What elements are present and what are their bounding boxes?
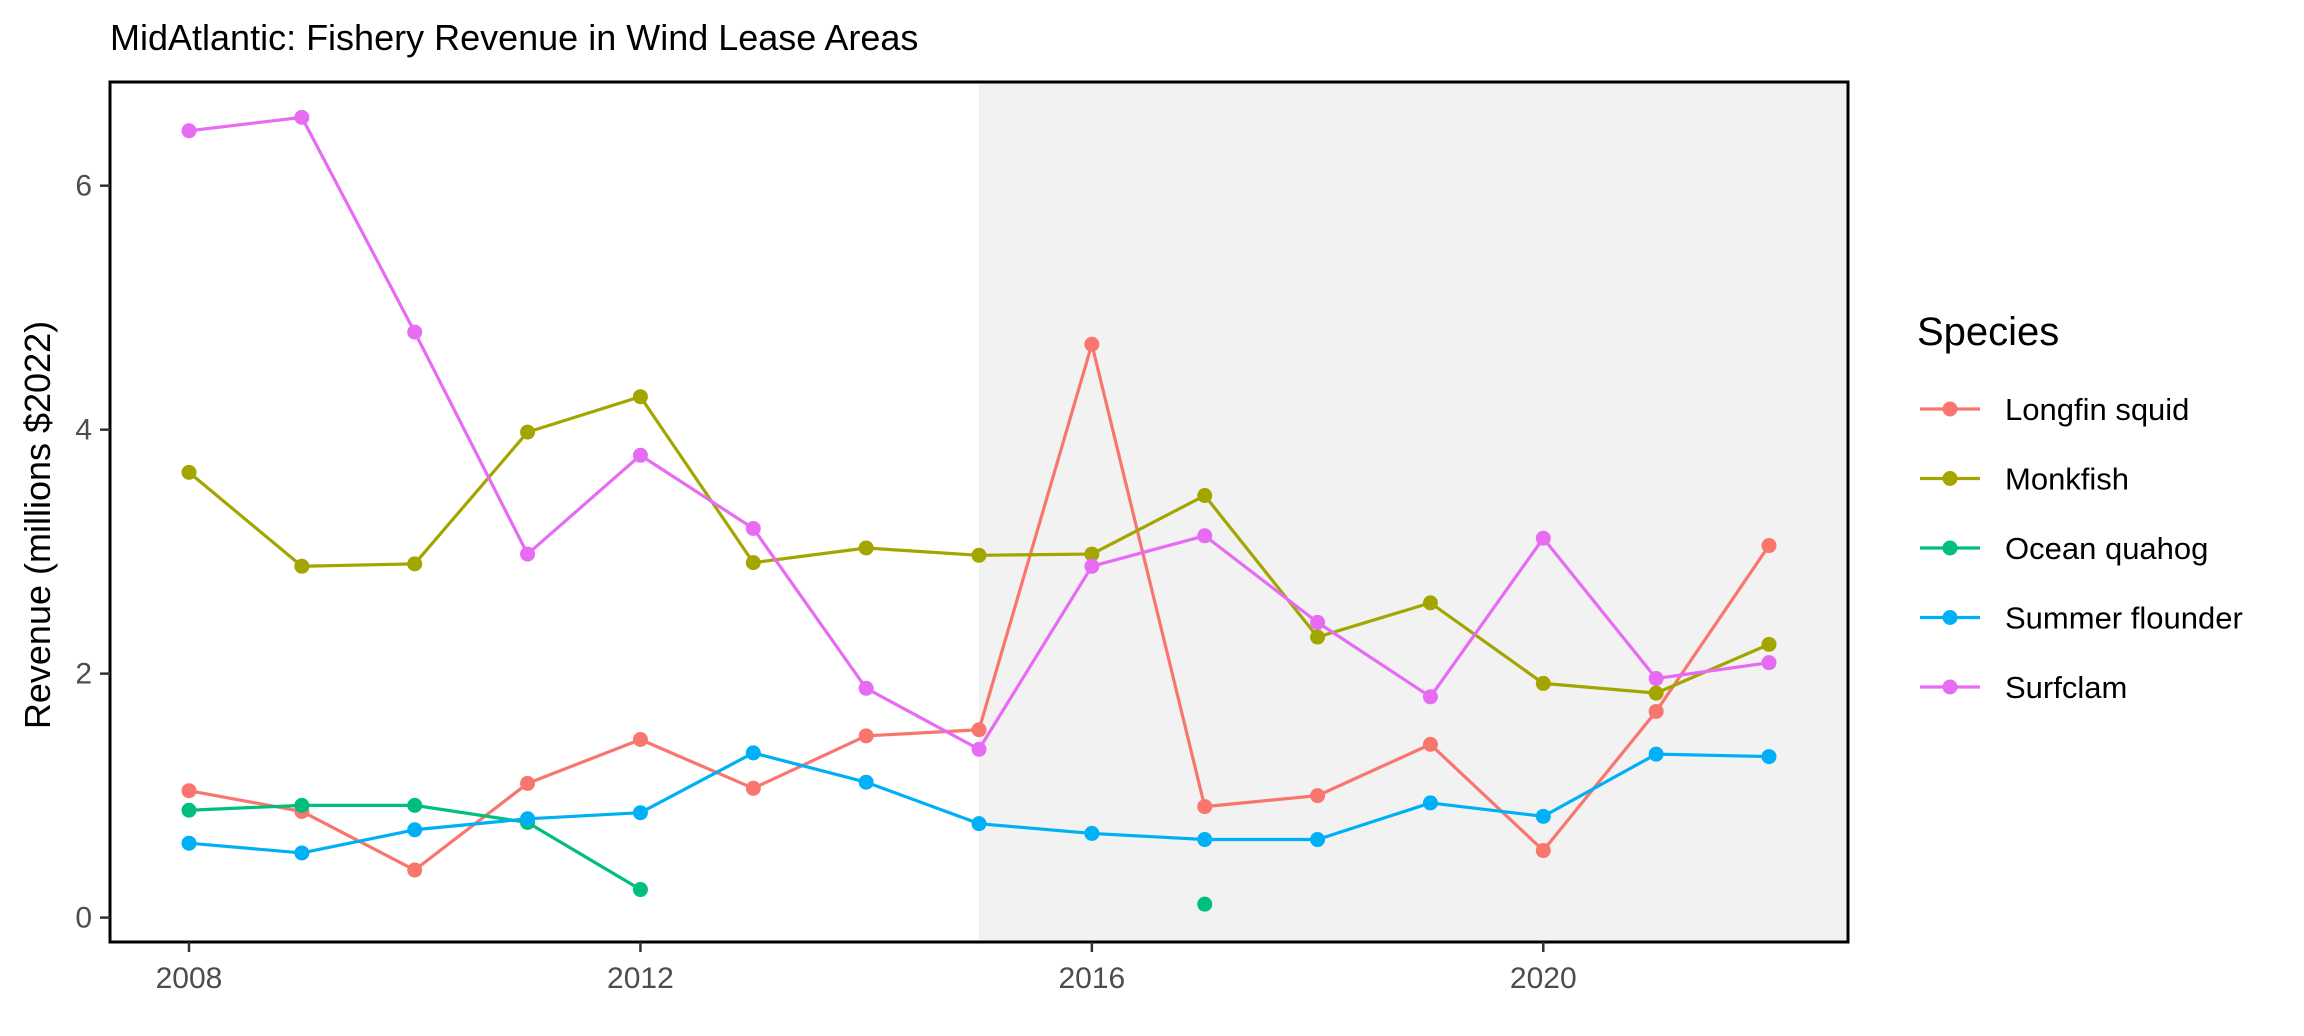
legend: Longfin squid Monkfish Ocean quahog Summer … <box>1920 392 2243 705</box>
y-tick-label-2: 2 <box>75 658 92 691</box>
y-tick-label-6: 6 <box>75 170 92 203</box>
data-point-monkfish-2012 <box>632 389 648 405</box>
data-point-longfin-squid-2010 <box>407 862 423 878</box>
data-point-summer-flounder-2013 <box>745 745 761 761</box>
data-point-surfclam-2008 <box>181 123 197 139</box>
data-point-summer-flounder-2020 <box>1535 808 1551 824</box>
data-point-summer-flounder-2009 <box>294 845 310 861</box>
data-point-summer-flounder-2021 <box>1648 746 1664 762</box>
data-point-summer-flounder-2018 <box>1310 832 1326 848</box>
data-point-monkfish-2010 <box>407 556 423 572</box>
data-point-longfin-squid-2021 <box>1648 703 1664 719</box>
legend-key-monkfish <box>1942 471 1958 486</box>
data-point-surfclam-2010 <box>407 324 423 340</box>
data-point-longfin-squid-2008 <box>181 783 197 799</box>
panel-border <box>108 80 1850 944</box>
data-point-summer-flounder-2010 <box>407 822 423 838</box>
data-point-summer-flounder-2008 <box>181 835 197 851</box>
data-point-surfclam-2019 <box>1422 689 1438 705</box>
x-tick-label-2016: 2016 <box>1058 962 1125 995</box>
data-point-summer-flounder-2011 <box>520 811 536 827</box>
data-point-summer-flounder-2022 <box>1761 749 1777 765</box>
legend-key-longfin-squid <box>1942 401 1958 417</box>
y-tick-label-0: 0 <box>75 902 92 935</box>
data-point-monkfish-2020 <box>1535 675 1551 691</box>
data-point-ocean-quahog-2010 <box>407 797 423 813</box>
data-point-surfclam-2021 <box>1648 671 1664 687</box>
data-point-summer-flounder-2017 <box>1197 832 1213 848</box>
data-point-longfin-squid-2020 <box>1535 843 1551 859</box>
data-point-surfclam-2020 <box>1535 530 1551 546</box>
data-point-longfin-squid-2012 <box>632 732 648 748</box>
data-point-monkfish-2016 <box>1084 546 1100 562</box>
shaded-region <box>979 82 1848 942</box>
data-point-longfin-squid-2015 <box>971 722 987 738</box>
data-point-ocean-quahog-2012 <box>632 882 648 898</box>
data-point-summer-flounder-2016 <box>1084 825 1100 841</box>
data-point-monkfish-2022 <box>1761 636 1777 652</box>
data-point-longfin-squid-2011 <box>520 775 536 791</box>
data-point-monkfish-2011 <box>520 424 536 440</box>
data-point-monkfish-2017 <box>1197 488 1213 504</box>
data-point-monkfish-2015 <box>971 547 987 563</box>
data-point-ocean-quahog-2008 <box>181 802 197 818</box>
data-point-monkfish-2013 <box>745 555 761 571</box>
data-point-longfin-squid-2017 <box>1197 799 1213 815</box>
data-point-longfin-squid-2013 <box>745 780 761 796</box>
legend-label-monkfish: Monkfish <box>2005 462 2129 497</box>
data-point-summer-flounder-2019 <box>1422 795 1438 811</box>
legend-key-ocean-quahog <box>1942 540 1958 556</box>
data-point-monkfish-2021 <box>1648 685 1664 701</box>
data-point-surfclam-2013 <box>745 520 761 536</box>
data-point-summer-flounder-2014 <box>858 774 874 790</box>
legend-label-longfin-squid: Longfin squid <box>2005 392 2189 427</box>
data-point-monkfish-2019 <box>1422 595 1438 611</box>
y-tick-label-4: 4 <box>75 414 92 447</box>
data-point-summer-flounder-2012 <box>632 805 648 821</box>
chart-title: MidAtlantic: Fishery Revenue in Wind Lea… <box>110 17 918 58</box>
legend-title: Species <box>1917 310 2059 354</box>
data-point-monkfish-2008 <box>181 464 197 480</box>
y-axis-title: Revenue (millions $2022) <box>17 321 58 729</box>
data-point-surfclam-2022 <box>1761 655 1777 671</box>
data-point-surfclam-2017 <box>1197 528 1213 544</box>
data-point-ocean-quahog-2017 <box>1197 896 1213 912</box>
legend-key-surfclam <box>1942 679 1958 695</box>
data-point-surfclam-2011 <box>520 546 536 562</box>
legend-key-summer-flounder <box>1942 610 1958 625</box>
data-point-longfin-squid-2016 <box>1084 336 1100 352</box>
legend-label-ocean-quahog: Ocean quahog <box>2005 531 2208 566</box>
data-point-surfclam-2009 <box>294 109 310 125</box>
data-point-longfin-squid-2018 <box>1310 788 1326 804</box>
data-point-monkfish-2009 <box>294 558 310 574</box>
data-point-surfclam-2015 <box>971 741 987 757</box>
legend-label-summer-flounder: Summer flounder <box>2005 601 2243 636</box>
x-tick-label-2012: 2012 <box>607 962 674 995</box>
data-point-monkfish-2018 <box>1310 629 1326 645</box>
data-point-longfin-squid-2014 <box>858 728 874 744</box>
data-point-surfclam-2016 <box>1084 558 1100 574</box>
data-point-longfin-squid-2019 <box>1422 736 1438 752</box>
data-point-longfin-squid-2022 <box>1761 538 1777 554</box>
data-point-surfclam-2012 <box>632 447 648 463</box>
data-point-ocean-quahog-2009 <box>294 797 310 813</box>
data-point-surfclam-2014 <box>858 680 874 696</box>
data-point-surfclam-2018 <box>1310 614 1326 630</box>
x-tick-label-2020: 2020 <box>1510 962 1577 995</box>
data-point-monkfish-2014 <box>858 540 874 556</box>
data-point-summer-flounder-2015 <box>971 816 987 832</box>
x-tick-label-2008: 2008 <box>156 962 223 995</box>
legend-label-surfclam: Surfclam <box>2005 670 2127 705</box>
